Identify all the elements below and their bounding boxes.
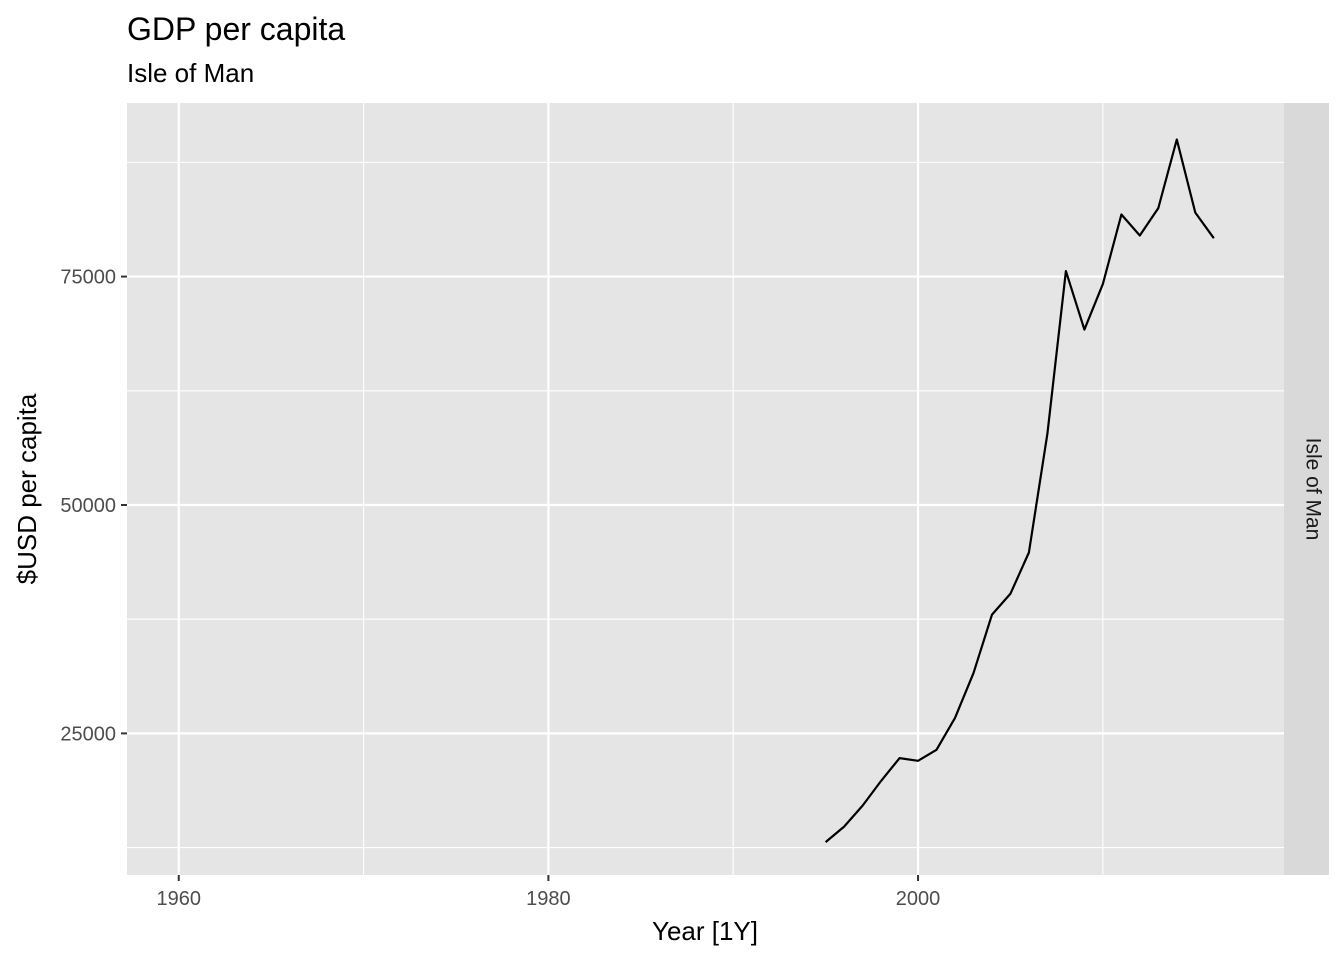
plot-panel: [127, 103, 1284, 875]
major-gridlines: [127, 103, 1284, 875]
x-axis-title: Year [1Y]: [652, 916, 758, 946]
chart-title: GDP per capita: [127, 11, 345, 47]
y-axis: 25000 50000 75000: [60, 267, 127, 745]
x-tick-label: 1960: [157, 888, 202, 910]
x-tick-label: 2000: [896, 888, 941, 910]
facet-strip-label: Isle of Man: [1302, 438, 1325, 541]
facet-strip: [1284, 103, 1329, 875]
series-line: [824, 138, 1215, 843]
y-tick-label: 25000: [60, 723, 116, 745]
minor-gridlines: [127, 103, 1284, 875]
x-axis: 1960 1980 2000: [157, 875, 941, 910]
y-tick-label: 75000: [60, 267, 116, 289]
series-layer: [824, 138, 1215, 843]
x-tick-label: 1980: [526, 888, 571, 910]
y-axis-title: $USD per capita: [12, 393, 42, 584]
chart-subtitle: Isle of Man: [127, 58, 254, 88]
y-tick-label: 50000: [60, 495, 116, 517]
